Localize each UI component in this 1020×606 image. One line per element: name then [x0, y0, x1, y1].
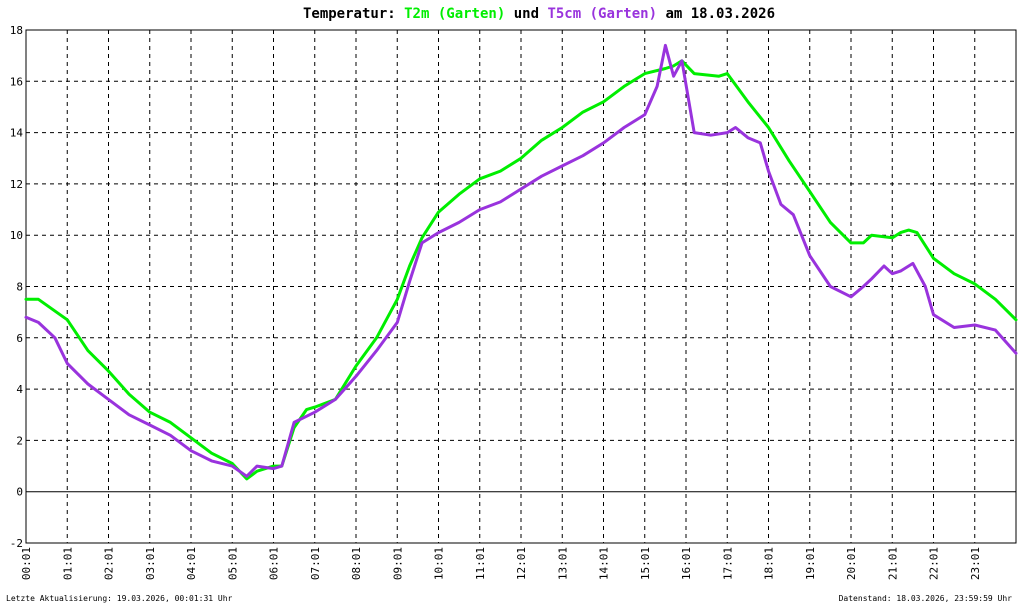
y-tick-label: 0 — [16, 486, 23, 499]
x-tick-label: 14:01 — [598, 547, 611, 580]
x-axis-ticks: 00:01 01:01 02:01 03:01 04:01 05:01 06:01 07:01… — [20, 547, 982, 580]
title-series2: T5cm (Garten) — [547, 6, 657, 22]
x-tick-label: 12:01 — [515, 547, 528, 580]
footer-last-update: Letzte Aktualisierung: 19.03.2026, 00:01… — [6, 594, 233, 603]
x-tick-label: 02:01 — [103, 547, 116, 580]
x-tick-label: 22:01 — [928, 547, 941, 580]
title-series1: T2m (Garten) — [404, 6, 505, 22]
x-tick-label: 20:01 — [845, 547, 858, 580]
y-tick-label: 12 — [10, 178, 23, 191]
x-tick-label: 05:01 — [226, 547, 239, 580]
y-tick-label: 4 — [16, 383, 23, 396]
y-tick-label: 16 — [10, 75, 23, 88]
y-tick-label: 6 — [16, 332, 23, 345]
x-tick-label: 23:01 — [969, 547, 982, 580]
x-tick-label: 03:01 — [144, 547, 157, 580]
y-tick-label: 2 — [16, 434, 23, 447]
x-tick-label: 01:01 — [61, 547, 74, 580]
y-tick-label: 10 — [10, 229, 23, 242]
axes — [25, 29, 1017, 544]
y-axis-ticks: 18 16 14 12 10 8 6 4 2 0 -2 — [10, 24, 24, 550]
title-prefix: Temperatur: — [303, 6, 404, 22]
x-tick-label: 17:01 — [721, 547, 734, 580]
y-tick-label: 8 — [16, 281, 23, 294]
x-tick-label: 00:01 — [20, 547, 33, 580]
x-tick-label: 11:01 — [474, 547, 487, 580]
y-tick-label: 18 — [10, 24, 23, 37]
x-tick-label: 15:01 — [639, 547, 652, 580]
y-tick-label: -2 — [10, 537, 23, 550]
footer-data-status: Datenstand: 18.03.2026, 23:59:59 Uhr — [839, 594, 1013, 603]
x-tick-label: 10:01 — [433, 547, 446, 580]
series-lines — [24, 43, 1018, 481]
title-suffix: am 18.03.2026 — [657, 6, 775, 22]
x-tick-label: 13:01 — [556, 547, 569, 580]
title-middle: und — [505, 6, 547, 22]
series-line-t5cm — [24, 43, 1018, 478]
plot-frame — [25, 29, 1017, 544]
x-tick-label: 04:01 — [185, 547, 198, 580]
x-tick-label: 06:01 — [268, 547, 281, 580]
x-tick-label: 07:01 — [309, 547, 322, 580]
x-tick-label: 21:01 — [886, 547, 899, 580]
x-tick-label: 19:01 — [804, 547, 817, 580]
x-tick-label: 08:01 — [350, 547, 363, 580]
x-tick-label: 18:01 — [763, 547, 776, 580]
series-line-t2m — [24, 59, 1018, 481]
chart-title: Temperatur: T2m (Garten) und T5cm (Garte… — [303, 6, 775, 22]
x-tick-label: 16:01 — [680, 547, 693, 580]
x-tick-label: 09:01 — [391, 547, 404, 580]
grid — [26, 30, 1016, 543]
y-tick-label: 14 — [10, 127, 24, 140]
